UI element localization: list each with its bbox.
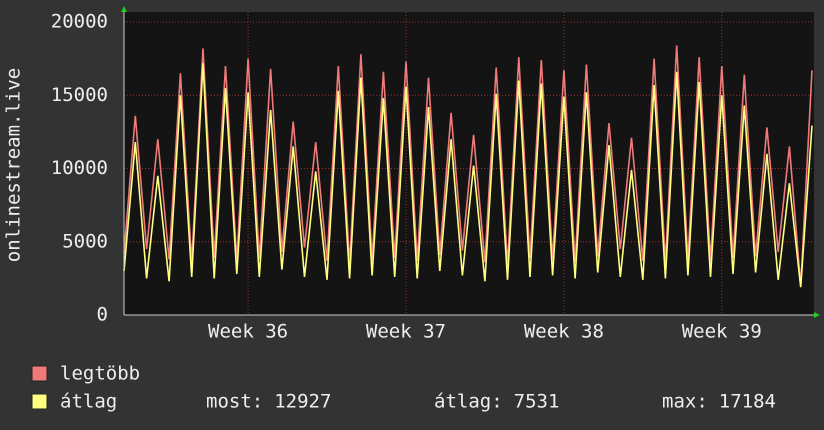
legend-stat-label: átlag: <box>434 391 503 413</box>
series-line <box>123 63 813 288</box>
series-line <box>123 45 813 286</box>
axis-arrow <box>121 6 127 12</box>
y-tick-label: 10000 <box>51 157 108 179</box>
x-tick-label: Week 39 <box>682 321 762 343</box>
legend-stat-label: most: <box>206 391 263 413</box>
y-tick-label: 0 <box>97 304 108 326</box>
legend-label: legtöbb <box>60 363 140 385</box>
legend-stat-value: 7531 <box>514 391 560 413</box>
legend-stat-value: 17184 <box>719 391 776 413</box>
x-tick-label: Week 38 <box>524 321 604 343</box>
x-tick-label: Week 36 <box>208 321 288 343</box>
legend-swatch <box>31 393 48 410</box>
legend-swatch <box>31 365 48 382</box>
legend-stat-label: max: <box>662 391 708 413</box>
x-tick-label: Week 37 <box>366 321 446 343</box>
legend-label: átlag <box>60 391 117 413</box>
y-axis-label: onlinestream.live <box>3 68 25 262</box>
y-tick-label: 15000 <box>51 84 108 106</box>
y-tick-label: 20000 <box>51 11 108 33</box>
legend-stat-value: 12927 <box>274 391 331 413</box>
y-tick-label: 5000 <box>62 230 108 252</box>
axis-arrow <box>814 312 820 318</box>
